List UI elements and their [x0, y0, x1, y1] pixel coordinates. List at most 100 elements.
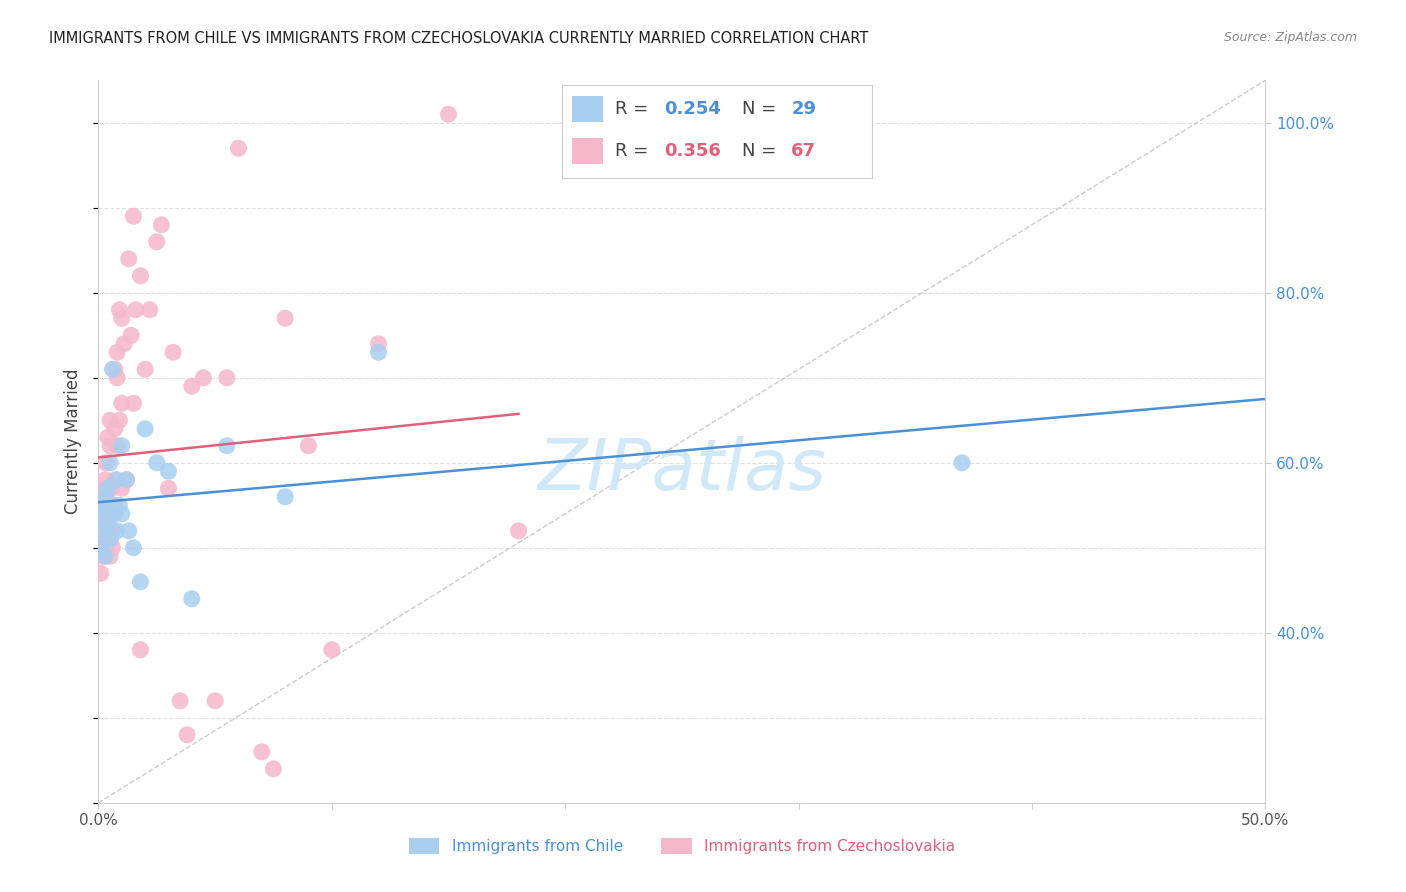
Point [122, 209, 145, 223]
Point [180, 379, 202, 393]
Point [112, 336, 135, 351]
Point [108, 413, 131, 427]
Point [118, 252, 141, 266]
Point [108, 302, 131, 317]
Point [120, 328, 142, 343]
Point [98, 498, 121, 512]
Point [262, 762, 284, 776]
Point [157, 481, 180, 495]
Point [91, 524, 114, 538]
Point [104, 507, 127, 521]
Point [250, 745, 273, 759]
Legend: Immigrants from Chile, Immigrants from Czechoslovakia: Immigrants from Chile, Immigrants from C… [402, 832, 962, 860]
Point [94, 533, 117, 547]
Point [94, 516, 117, 530]
Point [91, 498, 114, 512]
Text: 67: 67 [792, 142, 817, 161]
Point [150, 218, 173, 232]
Point [104, 473, 127, 487]
Point [90, 541, 112, 555]
Point [146, 235, 169, 249]
Point [437, 107, 460, 121]
Point [367, 336, 389, 351]
Point [111, 396, 134, 410]
Point [101, 507, 124, 521]
Point [98, 413, 121, 427]
Point [94, 456, 117, 470]
Point [94, 473, 117, 487]
Point [98, 533, 121, 547]
Point [90, 541, 112, 555]
Point [274, 311, 297, 326]
Point [157, 464, 180, 478]
Text: R =: R = [614, 100, 654, 118]
Text: 0.356: 0.356 [665, 142, 721, 161]
Point [950, 456, 973, 470]
Text: 29: 29 [792, 100, 817, 118]
Text: N =: N = [742, 142, 782, 161]
Point [367, 345, 389, 359]
Point [90, 566, 112, 581]
Text: ZIPatlas: ZIPatlas [537, 436, 827, 505]
Point [104, 498, 127, 512]
Point [105, 371, 128, 385]
Point [94, 549, 117, 564]
Point [94, 490, 117, 504]
Point [122, 396, 145, 410]
Point [118, 524, 141, 538]
Text: N =: N = [742, 100, 782, 118]
Text: R =: R = [614, 142, 654, 161]
Point [98, 533, 121, 547]
Point [98, 439, 121, 453]
Point [122, 541, 145, 555]
Point [125, 302, 148, 317]
Point [98, 456, 121, 470]
Point [94, 490, 117, 504]
Point [97, 516, 120, 530]
Point [105, 345, 128, 359]
Point [169, 694, 191, 708]
Point [91, 498, 114, 512]
Point [90, 507, 112, 521]
Point [129, 642, 152, 657]
Point [101, 524, 124, 538]
Point [139, 302, 162, 317]
Point [297, 439, 319, 453]
Point [134, 422, 156, 436]
Point [274, 490, 297, 504]
Point [228, 141, 250, 155]
Point [146, 456, 169, 470]
Point [176, 728, 198, 742]
Point [104, 362, 127, 376]
Point [97, 507, 120, 521]
Point [162, 345, 184, 359]
Bar [572, 138, 603, 164]
Point [129, 574, 152, 589]
Bar [572, 96, 603, 122]
Point [115, 473, 138, 487]
Point [97, 481, 120, 495]
Y-axis label: Currently Married: Currently Married [65, 368, 83, 515]
Text: IMMIGRANTS FROM CHILE VS IMMIGRANTS FROM CZECHOSLOVAKIA CURRENTLY MARRIED CORREL: IMMIGRANTS FROM CHILE VS IMMIGRANTS FROM… [49, 31, 869, 46]
Text: Source: ZipAtlas.com: Source: ZipAtlas.com [1223, 31, 1357, 45]
Point [97, 524, 120, 538]
Point [91, 549, 114, 564]
Point [508, 524, 530, 538]
Point [111, 481, 134, 495]
Point [215, 371, 238, 385]
Point [105, 473, 128, 487]
Point [215, 439, 238, 453]
Point [91, 524, 114, 538]
Point [105, 439, 128, 453]
Point [90, 507, 112, 521]
Point [134, 362, 156, 376]
Point [98, 549, 121, 564]
Point [91, 481, 114, 495]
Point [115, 473, 138, 487]
Point [108, 498, 131, 512]
Point [129, 268, 152, 283]
Point [101, 541, 124, 555]
Point [101, 481, 124, 495]
Text: 0.254: 0.254 [665, 100, 721, 118]
Point [180, 591, 202, 606]
